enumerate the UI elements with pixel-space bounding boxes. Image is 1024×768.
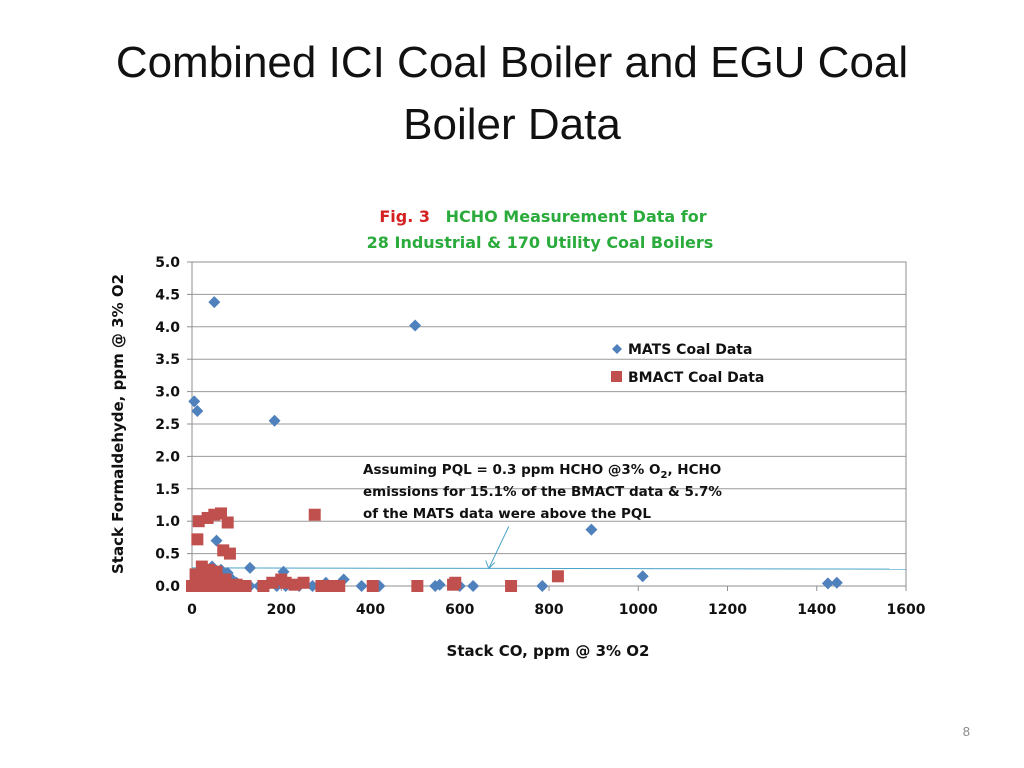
- bmact-data-point: [411, 580, 424, 592]
- mats-data-point: [355, 580, 368, 592]
- y-tick-labels: 0.0 0.5 1.0 1.5 2.0 2.5 3.0 3.5 4.0 4.5 5.0: [155, 255, 180, 595]
- mats-data-point: [191, 405, 204, 418]
- y-tick-label: 3.5: [155, 352, 180, 368]
- x-axis-label: Stack CO, ppm @ 3% O2: [447, 642, 650, 660]
- slide-title-line-1: Combined ICI Coal Boiler and EGU Coal: [115, 38, 909, 87]
- y-tick-label: 4.5: [155, 287, 180, 303]
- mats-data-point: [467, 580, 480, 592]
- bmact-data-point: [223, 547, 236, 560]
- bmact-data-point: [333, 580, 346, 592]
- annotation-line-1: Assuming PQL = 0.3 ppm HCHO @3% O2, HCHO: [363, 462, 721, 481]
- mats-data-point: [830, 576, 843, 589]
- y-tick-label: 3.0: [155, 385, 180, 401]
- series-bmact: [186, 507, 564, 592]
- bmact-data-point: [449, 576, 462, 589]
- x-tick-labels: 0 200 400 600 800 1000 1200 1400 1600: [187, 602, 926, 618]
- legend-mats-marker: [612, 344, 622, 354]
- y-tick-label: 1.0: [155, 514, 180, 530]
- mats-data-point: [244, 561, 257, 574]
- chart-title-line-2: 28 Industrial & 170 Utility Coal Boilers: [367, 233, 714, 252]
- annotation-line-1-subscript: 2: [660, 470, 667, 481]
- fig-label: Fig. 3: [379, 207, 430, 226]
- x-tick-label: 1200: [708, 602, 747, 618]
- y-tick-label: 0.5: [155, 547, 180, 563]
- hcho-scatter-chart: Fig. 3 HCHO Measurement Data for 28 Indu…: [109, 207, 926, 660]
- legend: MATS Coal Data BMACT Coal Data: [611, 342, 764, 386]
- x-tick-label: 1400: [797, 602, 836, 618]
- x-tick-label: 0: [187, 602, 197, 618]
- annotation-arrow: [488, 526, 510, 569]
- bmact-data-point: [189, 568, 202, 581]
- mats-data-point: [536, 580, 549, 592]
- y-tick-label: 5.0: [155, 255, 180, 271]
- annotation-line-3: of the MATS data were above the PQL: [363, 506, 651, 522]
- bmact-data-point: [208, 508, 221, 521]
- x-tick-label: 200: [267, 602, 296, 618]
- chart-title-line-1: Fig. 3 HCHO Measurement Data for: [379, 207, 706, 226]
- annotation-line-1-end: , HCHO: [667, 462, 721, 478]
- bmact-data-point: [297, 576, 310, 589]
- x-tick-label: 1600: [887, 602, 926, 618]
- mats-data-point: [409, 319, 422, 332]
- slide-title-line-2: Boiler Data: [403, 100, 621, 149]
- mats-data-point: [210, 534, 223, 547]
- mats-data-point: [821, 577, 834, 590]
- bmact-data-point: [192, 515, 205, 528]
- y-tick-label: 2.5: [155, 417, 180, 433]
- bmact-data-point: [505, 580, 518, 592]
- bmact-data-point: [551, 570, 564, 583]
- legend-bmact-marker: [611, 371, 622, 382]
- annotation-arrowhead: [485, 560, 496, 570]
- legend-mats-label: MATS Coal Data: [628, 342, 752, 358]
- annotation-line-1-text: Assuming PQL = 0.3 ppm HCHO @3% O: [363, 462, 660, 478]
- data-points: [186, 296, 843, 592]
- pql-annotation: Assuming PQL = 0.3 ppm HCHO @3% O2, HCHO…: [363, 462, 722, 522]
- mats-data-point: [585, 523, 598, 536]
- bmact-data-point: [221, 516, 234, 529]
- y-tick-label: 4.0: [155, 320, 180, 336]
- series-mats: [188, 296, 843, 592]
- bmact-data-point: [308, 508, 321, 521]
- x-tick-label: 400: [356, 602, 385, 618]
- grid-layer: [187, 261, 907, 591]
- y-tick-label: 0.0: [155, 579, 180, 595]
- mats-data-point: [268, 414, 281, 427]
- pql-line: [191, 567, 907, 570]
- y-axis-label: Stack Formaldehyde, ppm @ 3% O2: [109, 274, 127, 574]
- legend-bmact-label: BMACT Coal Data: [628, 370, 764, 386]
- bmact-data-point: [215, 507, 228, 520]
- mats-data-point: [433, 578, 446, 591]
- bmact-data-point: [191, 533, 204, 546]
- bmact-data-point: [210, 565, 223, 578]
- mats-data-point: [636, 570, 649, 583]
- mats-data-point: [188, 395, 201, 408]
- bmact-data-point: [239, 580, 252, 592]
- mats-data-point: [208, 296, 221, 309]
- mats-data-point: [337, 573, 350, 586]
- bmact-data-point: [366, 580, 379, 592]
- y-tick-label: 1.5: [155, 482, 180, 498]
- page-number: 8: [962, 724, 970, 739]
- x-tick-label: 1000: [619, 602, 658, 618]
- x-tick-label: 600: [445, 602, 474, 618]
- mats-data-point: [277, 565, 290, 578]
- plot-area-frame: [191, 261, 907, 587]
- x-tick-label: 800: [534, 602, 563, 618]
- slide-title: Combined ICI Coal Boiler and EGU Coal Bo…: [40, 32, 984, 156]
- y-tick-label: 2.0: [155, 449, 180, 465]
- bmact-data-point: [201, 511, 214, 524]
- annotation-line-2: emissions for 15.1% of the BMACT data & …: [363, 484, 722, 500]
- chart-title-text-1: HCHO Measurement Data for: [446, 207, 707, 226]
